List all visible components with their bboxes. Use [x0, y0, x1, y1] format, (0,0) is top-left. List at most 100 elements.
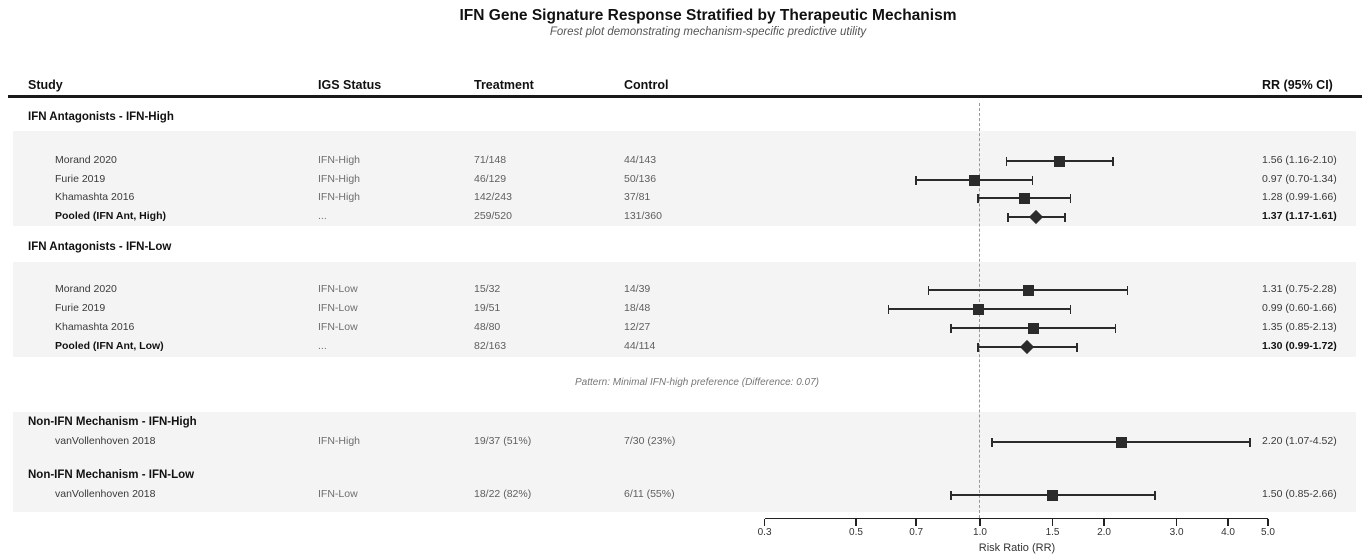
- ci-cap-left: [950, 490, 952, 500]
- column-header-rr-ci: RR (95% CI): [1262, 78, 1333, 92]
- study-cell: vanVollenhoven 2018: [55, 435, 156, 447]
- ci-cap-left: [950, 323, 952, 333]
- ci-cap-left: [1007, 212, 1009, 222]
- ci-cap-left: [927, 285, 930, 295]
- x-axis-tick: [855, 518, 857, 526]
- column-header-control: Control: [624, 78, 669, 92]
- igs-status-cell: IFN-Low: [318, 488, 358, 500]
- rr-ci-cell: 0.99 (0.60-1.66): [1262, 302, 1337, 314]
- x-axis-tick: [1051, 518, 1054, 526]
- study-cell: Pooled (IFN Ant, High): [55, 210, 167, 222]
- treatment-cell: 19/37 (51%): [474, 435, 532, 447]
- treatment-cell: 142/243: [474, 191, 512, 203]
- x-axis-tick: [1103, 518, 1105, 526]
- control-cell: 6/11 (55%): [624, 488, 675, 500]
- column-header-study: Study: [28, 78, 63, 92]
- study-square-marker: [1047, 489, 1059, 501]
- control-cell: 44/114: [624, 340, 656, 352]
- study-cell: Morand 2020: [55, 283, 117, 295]
- igs-status-cell: IFN-High: [318, 191, 361, 203]
- column-header-treatment: Treatment: [474, 78, 534, 92]
- treatment-cell: 15/32: [474, 283, 501, 295]
- study-square-marker: [1028, 322, 1040, 334]
- study-square-marker: [972, 303, 984, 315]
- group-header: IFN Antagonists - IFN-Low: [28, 241, 172, 253]
- treatment-cell: 18/22 (82%): [474, 488, 532, 500]
- treatment-cell: 71/148: [474, 154, 507, 166]
- rr-ci-cell: 1.35 (0.85-2.13): [1262, 321, 1337, 333]
- group-header: IFN Antagonists - IFN-High: [28, 111, 174, 123]
- study-square-marker: [1115, 436, 1127, 448]
- igs-status-cell: IFN-High: [318, 435, 361, 447]
- igs-status-cell: ...: [318, 340, 327, 352]
- ci-cap-right: [1154, 490, 1156, 500]
- rr-ci-cell: 1.50 (0.85-2.66): [1262, 488, 1337, 500]
- study-square-marker: [1018, 192, 1030, 204]
- group-shading-band: [13, 262, 1356, 357]
- study-square-marker: [1054, 155, 1066, 167]
- control-cell: 131/360: [624, 210, 662, 222]
- treatment-cell: 48/80: [474, 321, 501, 333]
- study-cell: vanVollenhoven 2018: [55, 488, 156, 500]
- ci-cap-right: [1064, 212, 1066, 222]
- ci-cap-right: [1249, 437, 1251, 447]
- x-axis-tick-label: 3.0: [1169, 527, 1184, 538]
- study-square-marker: [1022, 284, 1034, 296]
- column-header-igs-status: IGS Status: [318, 78, 382, 92]
- treatment-cell: 46/129: [474, 173, 507, 185]
- ci-cap-left: [887, 304, 890, 314]
- ci-cap-right: [1114, 323, 1117, 333]
- x-axis-tick-label: 0.7: [909, 527, 924, 538]
- ci-cap-left: [977, 193, 979, 203]
- x-axis-tick: [763, 518, 766, 526]
- x-axis-tick-label: 5.0: [1261, 527, 1275, 538]
- treatment-cell: 82/163: [474, 340, 507, 352]
- x-axis-tick-label: 1.0: [973, 527, 987, 538]
- ci-cap-left: [977, 342, 979, 352]
- chart-title: IFN Gene Signature Response Stratified b…: [459, 7, 957, 24]
- igs-status-cell: IFN-Low: [318, 283, 358, 295]
- ci-cap-right: [1126, 285, 1129, 295]
- pattern-annotation: Pattern: Minimal IFN-high preference (Di…: [575, 377, 819, 388]
- x-axis-tick-label: 0.3: [757, 527, 772, 538]
- igs-status-cell: IFN-High: [318, 173, 361, 185]
- x-axis-title: Risk Ratio (RR): [978, 542, 1056, 554]
- x-axis-tick: [1175, 518, 1178, 526]
- study-cell: Furie 2019: [55, 173, 106, 185]
- study-square-marker: [969, 174, 981, 186]
- rr-ci-cell: 1.28 (0.99-1.66): [1262, 191, 1337, 203]
- rr-ci-cell: 1.56 (1.16-2.10): [1262, 154, 1337, 166]
- x-axis-line: [764, 517, 1268, 520]
- chart-subtitle: Forest plot demonstrating mechanism-spec…: [549, 26, 867, 38]
- control-cell: 7/30 (23%): [624, 435, 676, 447]
- study-cell: Furie 2019: [55, 302, 106, 314]
- study-cell: Khamashta 2016: [55, 191, 135, 203]
- ci-cap-right: [1069, 304, 1072, 314]
- study-cell: Pooled (IFN Ant, Low): [55, 340, 164, 352]
- rr-ci-cell: 0.97 (0.70-1.34): [1262, 173, 1337, 185]
- header-divider-rule: [8, 95, 1362, 98]
- group-header: Non-IFN Mechanism - IFN-Low: [28, 469, 195, 481]
- ci-cap-right: [1112, 156, 1114, 166]
- rr-ci-cell: 1.31 (0.75-2.28): [1262, 283, 1337, 295]
- study-cell: Morand 2020: [55, 154, 117, 166]
- rr-ci-cell: 1.30 (0.99-1.72): [1262, 340, 1337, 352]
- x-axis-tick: [1267, 518, 1269, 526]
- igs-status-cell: ...: [318, 210, 327, 222]
- ci-cap-left: [915, 175, 917, 185]
- ci-cap-left: [1005, 156, 1008, 166]
- igs-status-cell: IFN-Low: [318, 321, 358, 333]
- ci-cap-right: [1069, 193, 1072, 203]
- group-header: Non-IFN Mechanism - IFN-High: [28, 416, 197, 428]
- ci-cap-left: [991, 437, 993, 447]
- group-shading-band: [13, 131, 1356, 226]
- x-axis-tick: [979, 518, 981, 526]
- study-cell: Khamashta 2016: [55, 321, 135, 333]
- x-axis-tick: [1227, 518, 1229, 526]
- x-axis-tick-label: 2.0: [1097, 527, 1111, 538]
- rr-ci-cell: 2.20 (1.07-4.52): [1262, 435, 1337, 447]
- control-cell: 18/48: [624, 302, 651, 314]
- rr-ci-cell: 1.37 (1.17-1.61): [1262, 210, 1337, 222]
- x-axis-tick-label: 4.0: [1221, 527, 1235, 538]
